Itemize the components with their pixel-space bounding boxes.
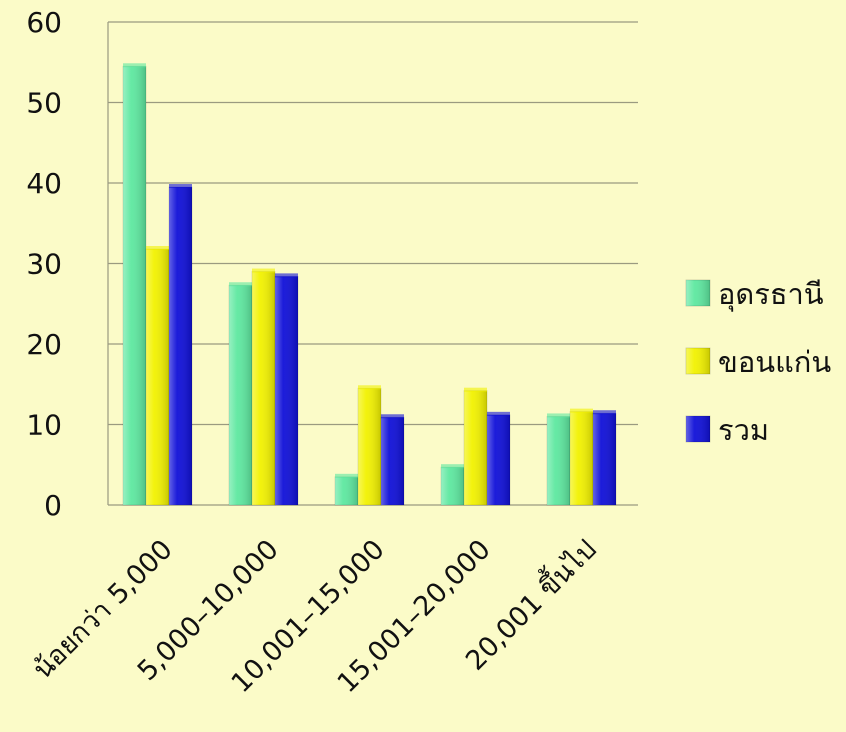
bars bbox=[122, 63, 617, 506]
bar-3-4 bbox=[486, 411, 511, 506]
bar-2-3 bbox=[357, 385, 382, 506]
y-tick-label: 20 bbox=[26, 328, 62, 361]
bar-1-2 bbox=[228, 282, 253, 506]
bar-3-1 bbox=[168, 184, 193, 506]
bar-3-3 bbox=[380, 414, 405, 506]
bar-2-4 bbox=[463, 387, 488, 506]
y-tick-label: 50 bbox=[26, 87, 62, 120]
bar-1-1 bbox=[122, 63, 147, 506]
gridlines bbox=[108, 21, 638, 506]
bar-2-5 bbox=[569, 408, 594, 506]
legend-item: ขอนแก่น bbox=[685, 345, 831, 379]
bar-1-5 bbox=[546, 413, 571, 506]
bar-3-5 bbox=[592, 410, 617, 506]
bar-1-3 bbox=[334, 473, 359, 506]
y-tick-label: 60 bbox=[26, 6, 62, 39]
bar-3-2 bbox=[274, 273, 299, 506]
legend-item: รวม bbox=[685, 413, 769, 447]
bar-2-2 bbox=[251, 268, 276, 506]
bar-2-1 bbox=[145, 246, 170, 506]
y-tick-label: 10 bbox=[26, 409, 62, 442]
y-tick-label: 0 bbox=[44, 489, 62, 522]
legend-label: ขอนแก่น bbox=[718, 345, 831, 379]
y-tick-label: 40 bbox=[26, 167, 62, 200]
x-axis: น้อยกว่า 5,0005,000–10,00010,001–15,0001… bbox=[27, 530, 602, 699]
legend-label: รวม bbox=[718, 413, 769, 447]
legend-label: อุดรธานี bbox=[718, 277, 824, 312]
legend-item: อุดรธานี bbox=[685, 277, 824, 312]
bar-1-4 bbox=[440, 464, 465, 506]
y-axis: 0 10 20 30 40 50 60 bbox=[26, 6, 109, 522]
y-tick-label: 30 bbox=[26, 248, 62, 281]
